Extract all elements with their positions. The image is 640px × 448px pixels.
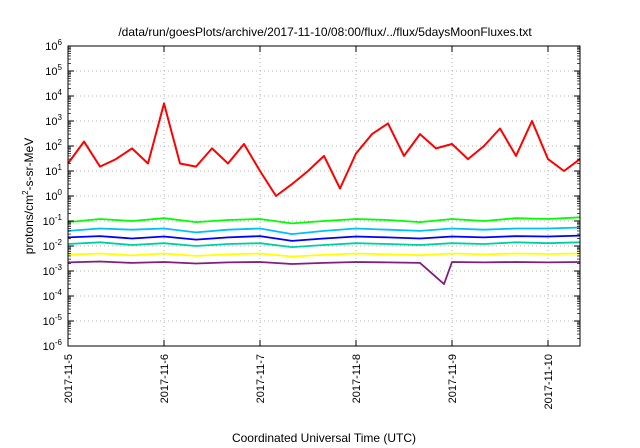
y-tick-label: 10-6 [43, 338, 63, 353]
y-axis-label-base: protons/cm [22, 195, 36, 254]
y-axis: 10-6 10-5 10-4 10-3 10-2 10-1 100 101 102 103 104 1… [43, 38, 580, 353]
y-tick-label: 10-1 [43, 213, 63, 228]
series-line-2 [67, 216, 581, 225]
y-tick-label: 103 [45, 113, 62, 128]
x-axis-label: Coordinated Universal Time (UTC) [232, 431, 416, 445]
y-tick-label: 10-2 [43, 238, 63, 253]
y-axis-label-sup: 2 [21, 190, 30, 195]
series-line-1 [67, 102, 581, 197]
y-axis-label: protons/cm2-s-sr-MeV [21, 138, 36, 254]
y-tick-label: 10-3 [43, 263, 63, 278]
x-tick-label: 2017-11-9 [447, 354, 459, 403]
series-line-7 [67, 260, 581, 286]
series-line-6 [67, 252, 581, 258]
y-tick-label: 100 [45, 188, 62, 203]
y-tick-label: 102 [45, 138, 62, 153]
series-layer [67, 102, 581, 286]
x-tick-label: 2017-11-6 [159, 354, 171, 403]
series-line-4 [67, 234, 581, 242]
x-tick-label: 2017-11-7 [255, 354, 267, 403]
x-tick-label: 2017-11-10 [543, 354, 555, 409]
chart-title: /data/run/goesPlots/archive/2017-11-10/0… [118, 25, 532, 39]
x-axis: 2017-11-5 2017-11-6 2017-11-7 2017-11-8 2017… [63, 46, 555, 409]
y-tick-label: 104 [45, 88, 62, 103]
x-tick-label: 2017-11-8 [351, 354, 363, 403]
grid-lines [68, 46, 580, 346]
y-axis-label-rest: -s-sr-MeV [22, 138, 36, 191]
y-tick-label: 10-5 [43, 313, 63, 328]
y-tick-label: 10-4 [43, 288, 63, 303]
y-tick-label: 106 [45, 38, 62, 53]
x-tick-label: 2017-11-5 [63, 354, 75, 403]
y-tick-label: 105 [45, 63, 62, 78]
y-tick-label: 101 [45, 163, 62, 178]
series-line-5 [67, 241, 581, 249]
series-line-3 [67, 226, 581, 236]
